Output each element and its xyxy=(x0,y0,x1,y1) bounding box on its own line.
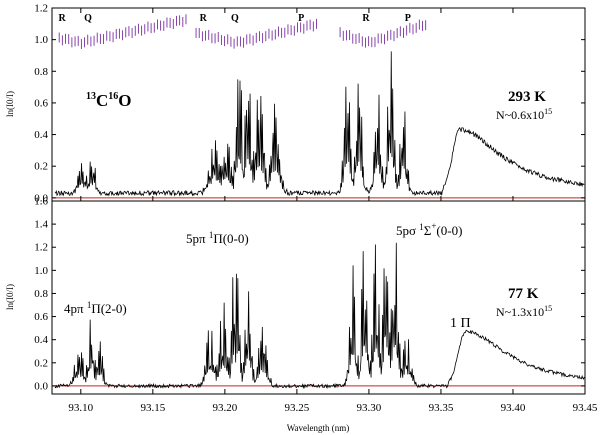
bottom-y-tick-label: 0.8 xyxy=(34,288,48,300)
bottom-y-tick-label: 0.2 xyxy=(34,357,48,369)
branch-label: R xyxy=(362,13,370,24)
top-y-ticks: 0.0 0.2 0.4 0.6 0.8 1.0 1.2 xyxy=(34,3,585,204)
top-y-tick-label: 0.8 xyxy=(34,66,48,78)
branch-label: R xyxy=(200,13,208,24)
x-tick-label: 93.45 xyxy=(573,402,598,414)
top-y-tick-label: 0.6 xyxy=(34,97,48,109)
molecule-label: 13C16O xyxy=(86,91,132,110)
x-tick-label: 93.25 xyxy=(285,402,310,414)
top-spectrum xyxy=(54,51,585,197)
molecule-mass-13: 13 xyxy=(86,91,96,102)
top-y-axis-label: ln(I0/I) xyxy=(5,91,15,117)
branch-label: P xyxy=(405,13,411,24)
band-label-1pi: 1 Π xyxy=(450,316,471,331)
column-density-293k: N~0.6x1015 xyxy=(496,107,552,122)
bottom-y-tick-label: 0.0 xyxy=(34,380,48,392)
branch-label: P xyxy=(298,13,304,24)
branch-label: R xyxy=(58,13,66,24)
top-spectrum-trace xyxy=(54,51,585,197)
top-y-tick-label: 0.0 xyxy=(34,192,48,204)
bottom-y-tick-label: 1.6 xyxy=(34,196,48,208)
top-y-tick-label: 1.2 xyxy=(34,3,48,15)
rotational-line-markers xyxy=(58,14,427,49)
x-tick-label: 93.30 xyxy=(357,402,382,414)
temperature-293k: 293 K xyxy=(508,89,546,105)
x-tick-label: 93.35 xyxy=(429,402,454,414)
molecule-carbon: C xyxy=(96,91,108,110)
band-label-5ppi: 5pπ 1Π(0-0) xyxy=(186,230,249,246)
molecule-mass-16: 16 xyxy=(108,91,118,102)
top-y-tick-label: 0.4 xyxy=(34,129,48,141)
bottom-spectrum-trace xyxy=(54,242,585,390)
bottom-y-tick-label: 0.4 xyxy=(34,334,48,346)
band-label-5psigma: 5pσ 1Σ+(0-0) xyxy=(396,221,462,238)
bottom-y-tick-label: 1.4 xyxy=(34,219,48,231)
molecule-oxygen: O xyxy=(118,91,131,110)
temperature-77k: 77 K xyxy=(508,286,539,302)
top-y-tick-label: 0.2 xyxy=(34,161,48,173)
top-y-tick-label: 1.0 xyxy=(34,34,48,46)
x-tick-label: 93.15 xyxy=(140,402,165,414)
bottom-y-tick-label: 1.2 xyxy=(34,242,48,254)
x-tick-label: 93.10 xyxy=(68,402,93,414)
branch-label: Q xyxy=(84,13,92,24)
bottom-panel-frame xyxy=(51,200,586,395)
x-tick-label: 93.20 xyxy=(212,402,237,414)
x-axis-label: Wavelength (nm) xyxy=(287,423,350,433)
bottom-spectrum xyxy=(54,242,585,390)
x-tick-label: 93.40 xyxy=(501,402,526,414)
band-label-4ppi: 4pπ 1Π(2-0) xyxy=(64,300,127,316)
x-ticks: 93.10 93.15 93.20 93.25 93.30 93.35 93.40 93.45 xyxy=(68,8,598,414)
bottom-y-axis-label: ln(I0/I) xyxy=(5,284,15,310)
column-density-77k: N~1.3x1015 xyxy=(496,304,552,319)
branch-label: Q xyxy=(231,13,239,24)
bottom-y-tick-label: 0.6 xyxy=(34,311,48,323)
bottom-y-tick-label: 1.0 xyxy=(34,265,48,277)
bottom-y-ticks: 0.0 0.2 0.4 0.6 0.8 1.0 1.2 1.4 1.6 xyxy=(34,196,585,392)
